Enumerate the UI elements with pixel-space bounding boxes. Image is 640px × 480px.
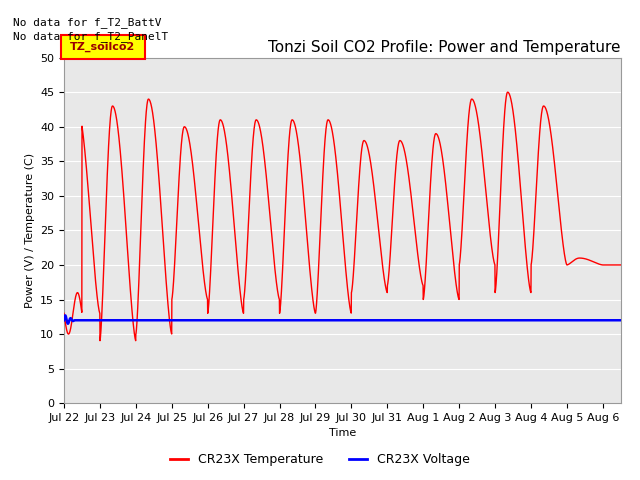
Text: TZ_soilco2: TZ_soilco2 <box>70 42 136 52</box>
Legend: CR23X Temperature, CR23X Voltage: CR23X Temperature, CR23X Voltage <box>164 448 476 471</box>
Text: No data for f_T2_BattV: No data for f_T2_BattV <box>13 17 161 28</box>
FancyBboxPatch shape <box>61 35 145 60</box>
Text: No data for f_T2_PanelT: No data for f_T2_PanelT <box>13 31 168 42</box>
Y-axis label: Power (V) / Temperature (C): Power (V) / Temperature (C) <box>24 153 35 308</box>
Text: Tonzi Soil CO2 Profile: Power and Temperature: Tonzi Soil CO2 Profile: Power and Temper… <box>268 40 621 55</box>
X-axis label: Time: Time <box>329 429 356 438</box>
